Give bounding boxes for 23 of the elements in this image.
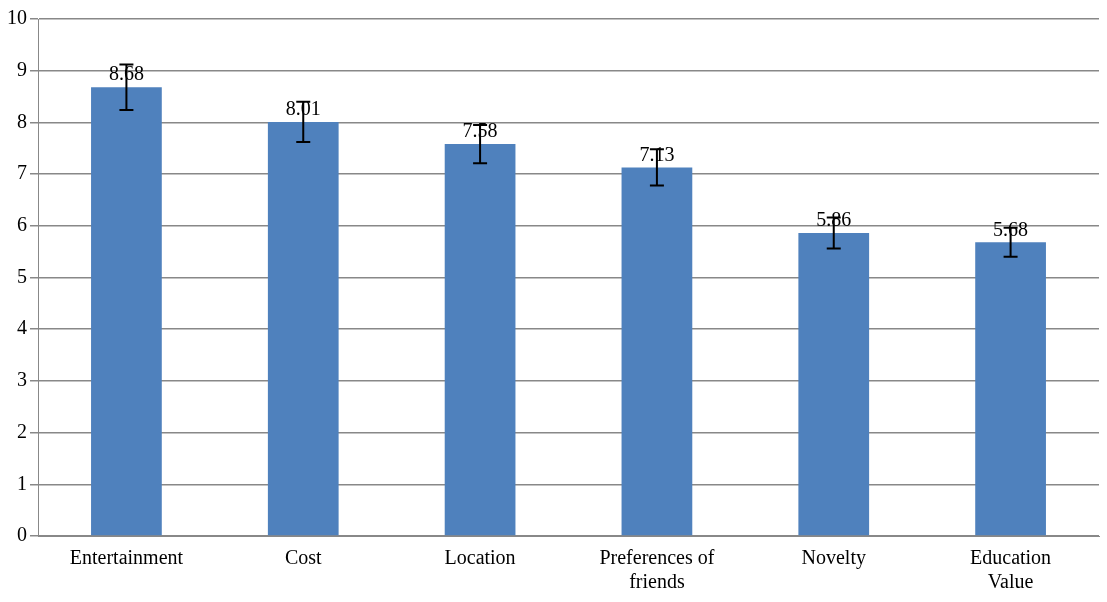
y-tick-label: 5 — [17, 264, 27, 287]
x-tick-label: Education Value — [970, 546, 1052, 593]
bar — [444, 144, 516, 536]
bar — [798, 233, 870, 536]
bar — [91, 87, 162, 536]
y-tick-label: 2 — [17, 419, 27, 442]
x-tick-label: Cost — [284, 546, 323, 569]
bar — [267, 121, 339, 536]
y-tick-label: 3 — [17, 368, 27, 391]
y-tick-label: 8 — [17, 109, 27, 132]
y-tick-label: 6 — [17, 213, 27, 236]
x-tick-label: Location — [444, 546, 516, 569]
y-tick-label: 9 — [17, 57, 27, 80]
y-tick-label: 7 — [17, 161, 27, 184]
y-tick-label: 4 — [17, 316, 27, 339]
bar — [975, 242, 1046, 536]
y-tick-label: 10 — [7, 6, 27, 29]
bar — [621, 167, 693, 536]
y-tick-label: 1 — [17, 471, 27, 494]
y-tick-label: 0 — [17, 523, 27, 546]
x-tick-label: Preferences of friends — [599, 546, 715, 593]
x-tick-label: Entertainment — [69, 546, 184, 569]
x-tick-label: Novelty — [801, 546, 866, 570]
